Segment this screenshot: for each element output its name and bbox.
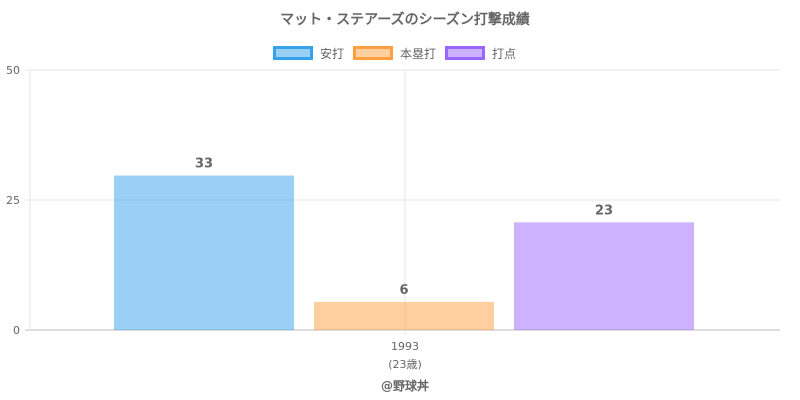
legend-swatch	[353, 46, 393, 60]
data-label: 33	[195, 157, 213, 172]
y-tick-label: 0	[13, 324, 20, 337]
bar	[114, 175, 294, 330]
legend-label: 打点	[492, 47, 516, 61]
bar	[314, 301, 494, 330]
y-tick-label: 50	[6, 64, 20, 77]
legend-label: 安打	[320, 46, 344, 61]
legend: 安打 本塁打 打点	[273, 46, 516, 61]
legend-label: 本塁打	[400, 47, 436, 61]
bars: 33 6 23	[114, 157, 694, 330]
x-tick-label: 1993	[391, 340, 419, 353]
data-label: 23	[595, 203, 613, 218]
legend-swatch	[273, 46, 313, 60]
bar	[514, 222, 694, 330]
chart-title: マット・ステアーズのシーズン打撃成績	[280, 11, 530, 28]
legend-swatch	[445, 46, 485, 60]
data-label: 6	[399, 283, 408, 298]
x-tick-sublabel: (23歳)	[388, 358, 422, 371]
y-tick-label: 25	[6, 194, 20, 207]
footer-credit: @野球丼	[381, 378, 429, 393]
